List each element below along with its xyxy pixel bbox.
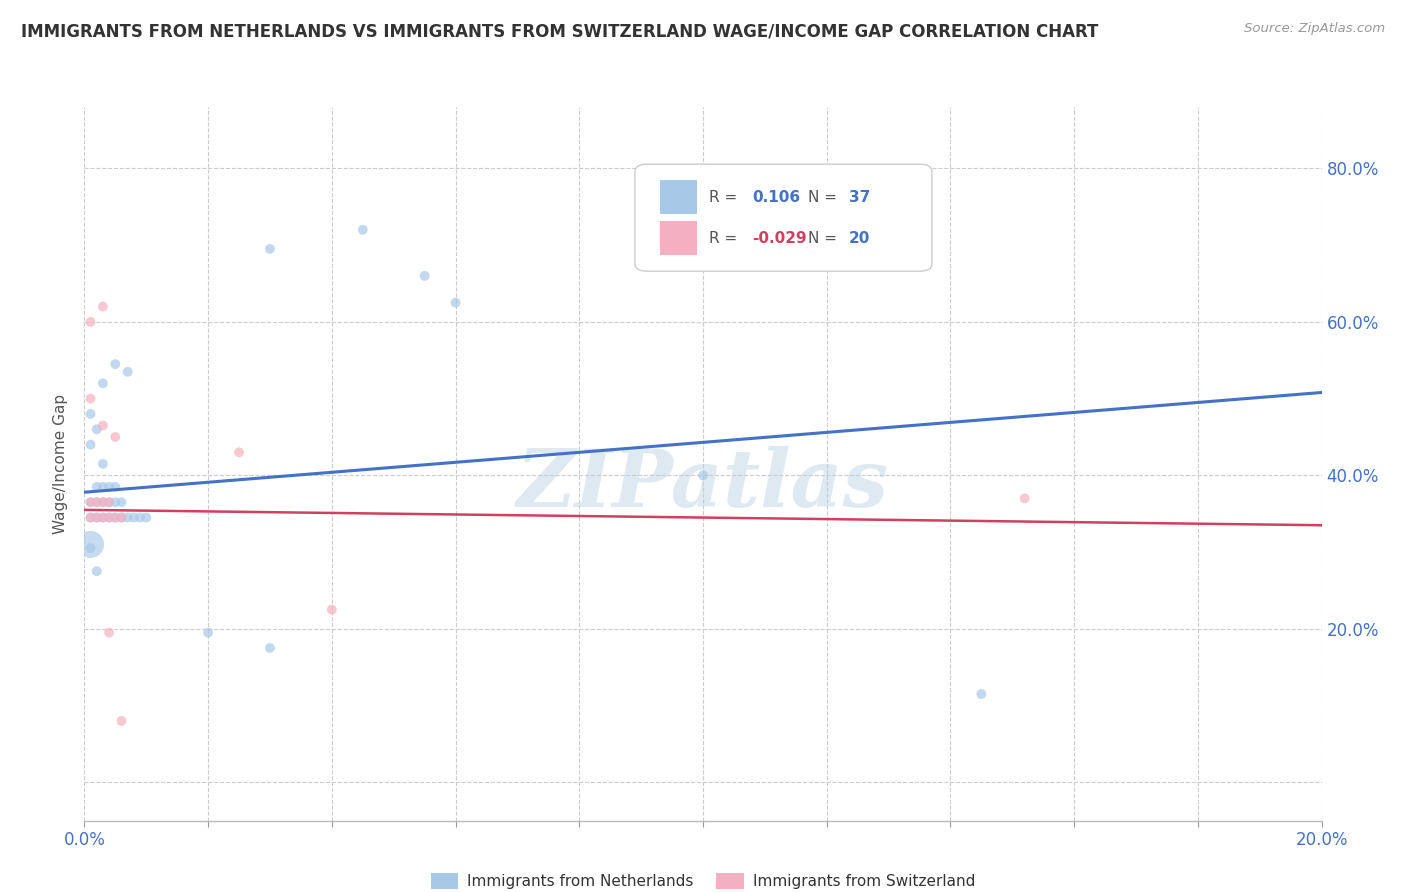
Point (104, 495, 127, 509)
Point (1014, 491, 1036, 506)
Point (104, 510, 127, 524)
Point (79, 537, 101, 551)
Point (91, 495, 114, 509)
Point (117, 510, 139, 524)
Point (98, 625, 121, 640)
Point (91, 510, 114, 524)
Point (86, 480, 108, 494)
Text: Source: ZipAtlas.com: Source: ZipAtlas.com (1244, 22, 1385, 36)
Point (91, 418, 114, 433)
Point (79, 315, 101, 329)
Point (135, 510, 157, 524)
Point (117, 365, 139, 379)
Point (129, 510, 152, 524)
Text: N =: N = (808, 230, 842, 245)
Point (91, 300, 114, 314)
Point (98, 495, 121, 509)
Point (98, 495, 121, 509)
Bar (659, 180, 697, 214)
Legend: Immigrants from Netherlands, Immigrants from Switzerland: Immigrants from Netherlands, Immigrants … (425, 867, 981, 892)
Text: 0.106: 0.106 (752, 190, 800, 205)
Point (98, 510, 121, 524)
FancyBboxPatch shape (636, 164, 932, 271)
Point (79, 437, 101, 451)
Point (104, 510, 127, 524)
Point (692, 468, 714, 483)
Point (79, 495, 101, 509)
Point (413, 268, 436, 283)
Point (86, 564, 108, 578)
Point (79, 495, 101, 509)
Point (79, 392, 101, 406)
Point (86, 495, 108, 509)
Point (352, 223, 374, 237)
Point (228, 445, 250, 459)
Point (86, 510, 108, 524)
Point (79, 510, 101, 524)
Point (259, 242, 281, 256)
Point (86, 495, 108, 509)
Point (79, 510, 101, 524)
Point (321, 602, 343, 616)
Point (86, 510, 108, 524)
Text: 20: 20 (849, 230, 870, 245)
Point (122, 510, 145, 524)
Point (91, 480, 114, 494)
Text: IMMIGRANTS FROM NETHERLANDS VS IMMIGRANTS FROM SWITZERLAND WAGE/INCOME GAP CORRE: IMMIGRANTS FROM NETHERLANDS VS IMMIGRANT… (21, 22, 1098, 40)
Bar (659, 221, 697, 255)
Point (86, 422, 108, 436)
Point (91, 510, 114, 524)
Text: N =: N = (808, 190, 842, 205)
Point (79, 541, 101, 556)
Point (970, 687, 993, 701)
Point (91, 495, 114, 509)
Text: ZIPatlas: ZIPatlas (517, 447, 889, 524)
Point (259, 640, 281, 655)
Point (91, 457, 114, 471)
Point (110, 714, 132, 728)
Point (110, 510, 132, 524)
Point (444, 295, 467, 310)
Y-axis label: Wage/Income Gap: Wage/Income Gap (53, 393, 69, 534)
Point (98, 480, 121, 494)
Point (79, 407, 101, 421)
Text: 37: 37 (849, 190, 870, 205)
Point (104, 430, 127, 444)
Point (197, 625, 219, 640)
Text: R =: R = (709, 230, 742, 245)
Point (104, 480, 127, 494)
Point (104, 357, 127, 371)
Point (91, 376, 114, 391)
Point (98, 510, 121, 524)
Point (110, 510, 132, 524)
Text: R =: R = (709, 190, 742, 205)
Text: -0.029: -0.029 (752, 230, 807, 245)
Point (110, 495, 132, 509)
